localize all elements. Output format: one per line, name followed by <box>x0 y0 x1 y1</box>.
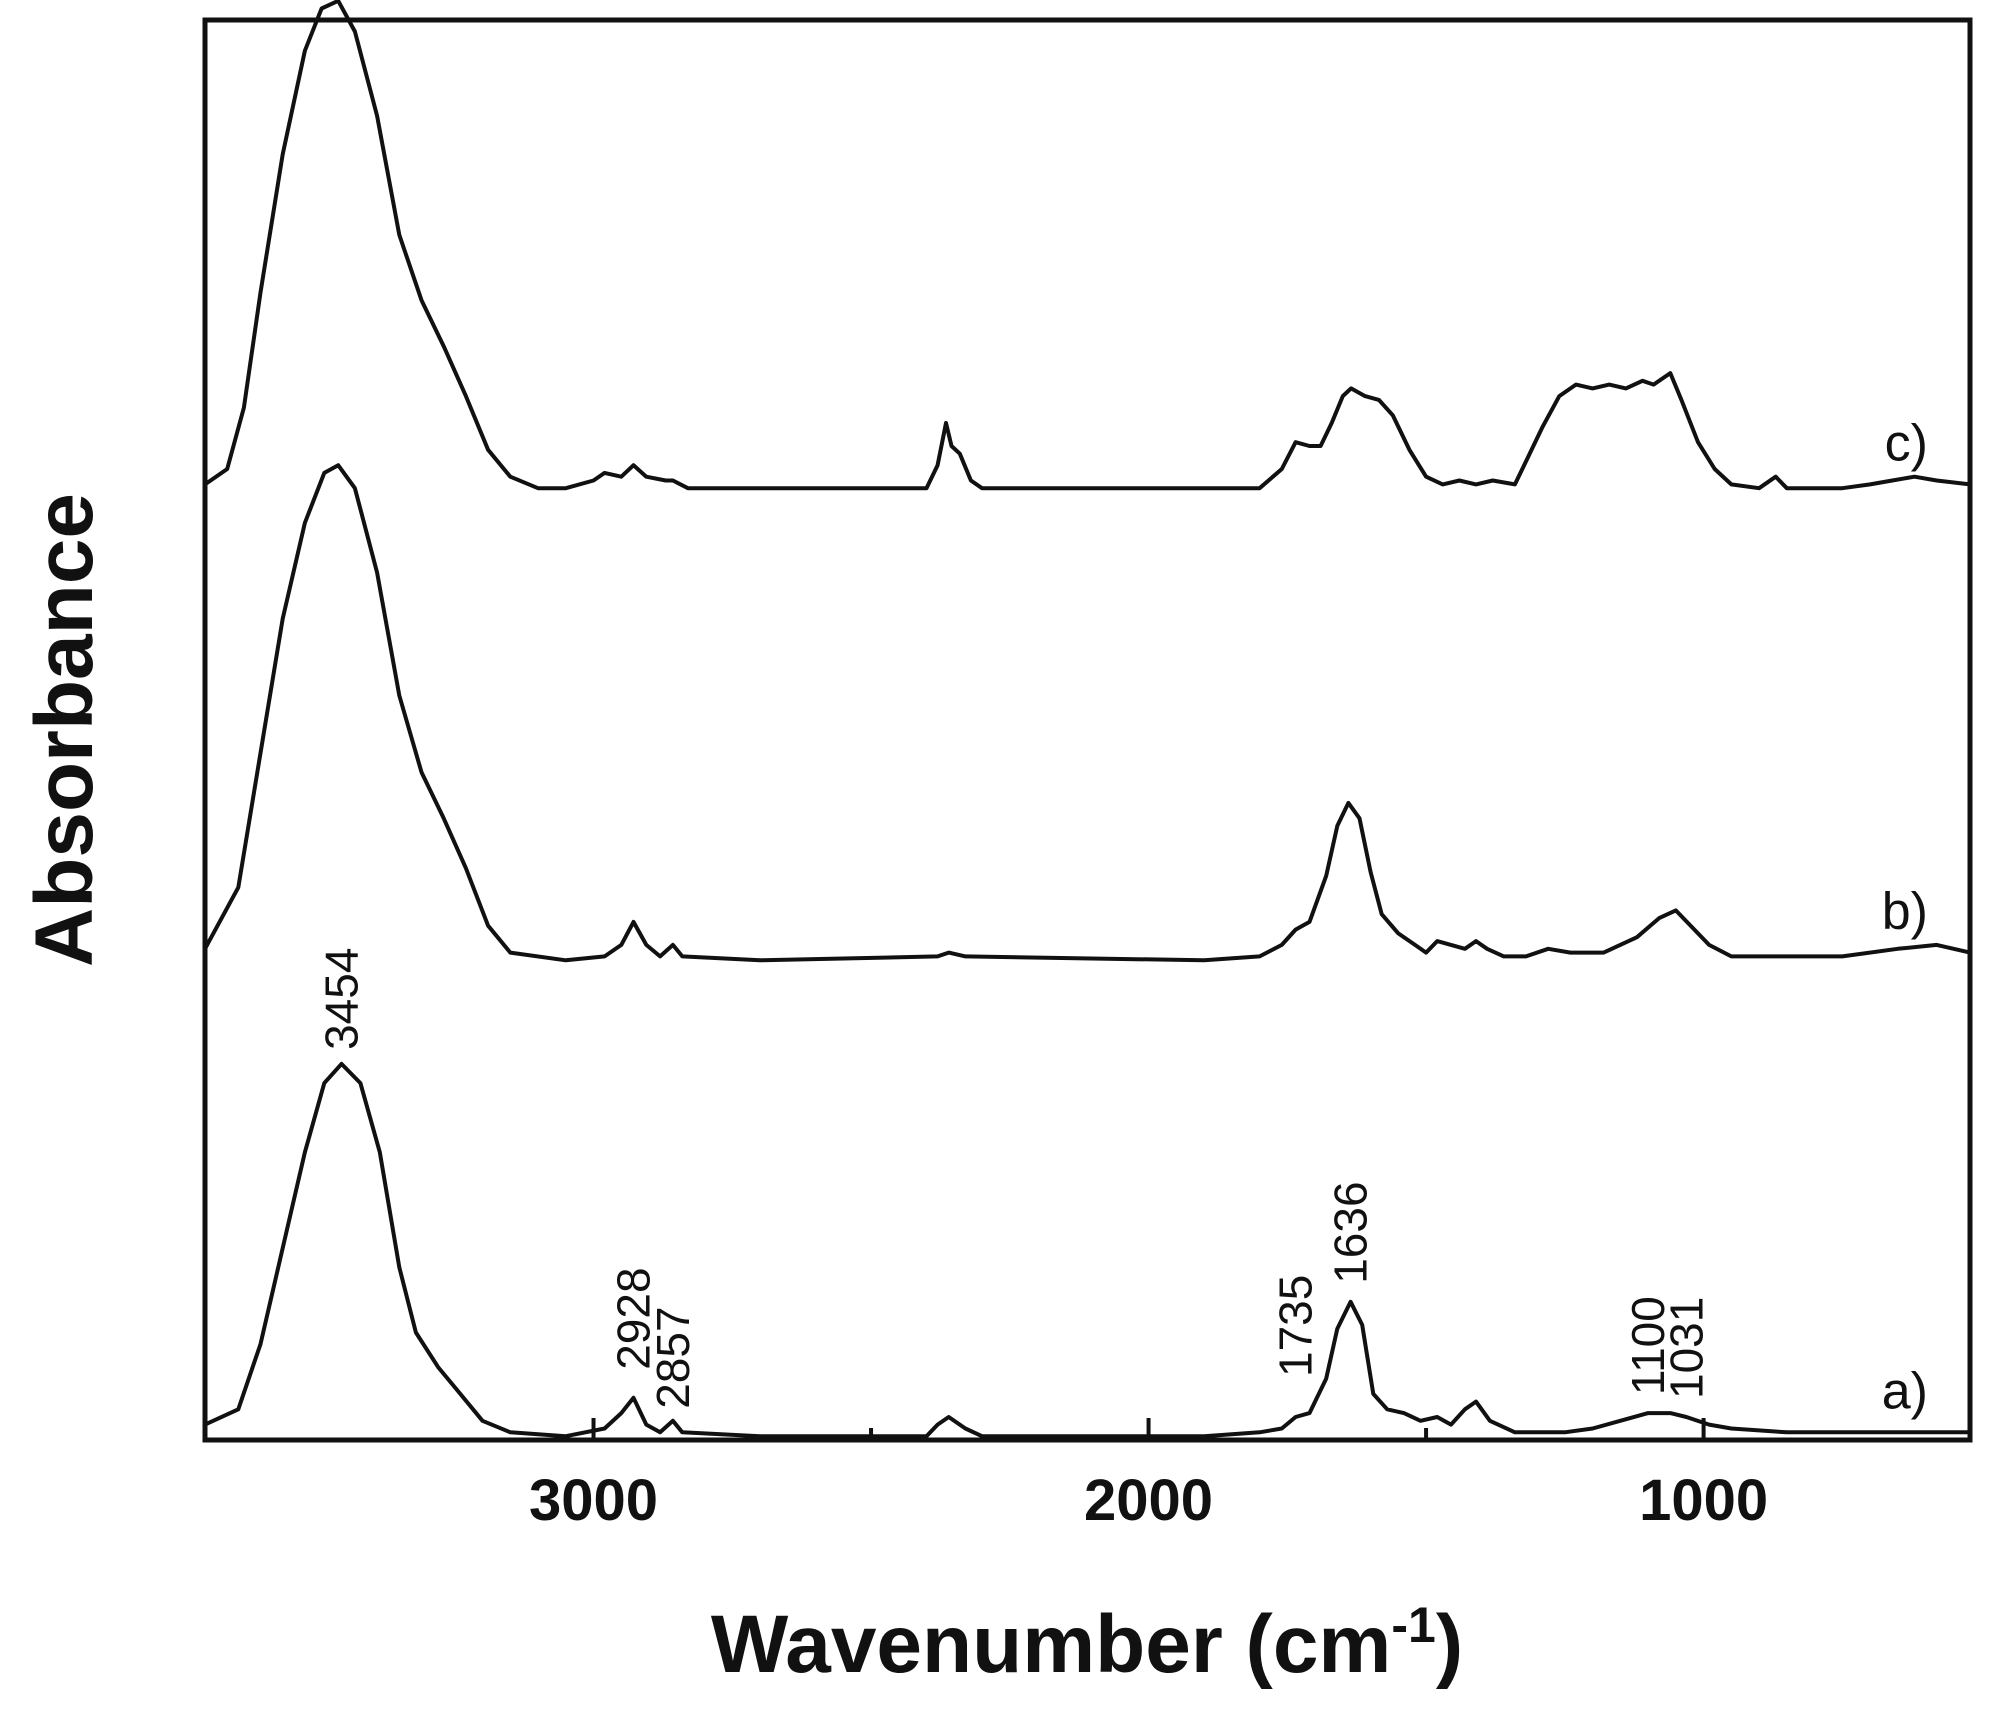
plot-frame <box>202 17 1973 1443</box>
x-axis-title: Wavenumber (cm-1) <box>711 1597 1463 1690</box>
x-tick-label-1000: 1000 <box>1639 1468 1768 1533</box>
series-labels: a) b) c) <box>1882 414 1928 1420</box>
peak-label-1636: 1636 <box>1325 1181 1377 1283</box>
peak-label-1100: 1100 <box>1622 1296 1674 1395</box>
plot-area <box>202 17 1973 1443</box>
series-line-b <box>203 463 1971 963</box>
y-axis-title: Absorbance <box>19 493 110 967</box>
peak-label-1031: 1031 <box>1660 1297 1712 1399</box>
series-line-c <box>203 0 1971 491</box>
series-label-b: b) <box>1882 883 1928 941</box>
series-group <box>203 0 1971 1439</box>
x-axis-ticks: 3000 2000 1000 <box>529 1418 1768 1533</box>
series-line-a <box>204 1061 1970 1439</box>
x-tick-label-2000: 2000 <box>1084 1468 1213 1533</box>
peak-label-2928: 2928 <box>608 1267 660 1369</box>
peak-label-3454: 3454 <box>316 948 368 1050</box>
peak-label-1735: 1735 <box>1270 1275 1322 1377</box>
series-label-a: a) <box>1882 1362 1928 1420</box>
x-tick-label-3000: 3000 <box>529 1468 658 1533</box>
peak-label-2857: 2857 <box>647 1306 699 1408</box>
series-label-c: c) <box>1885 414 1928 472</box>
